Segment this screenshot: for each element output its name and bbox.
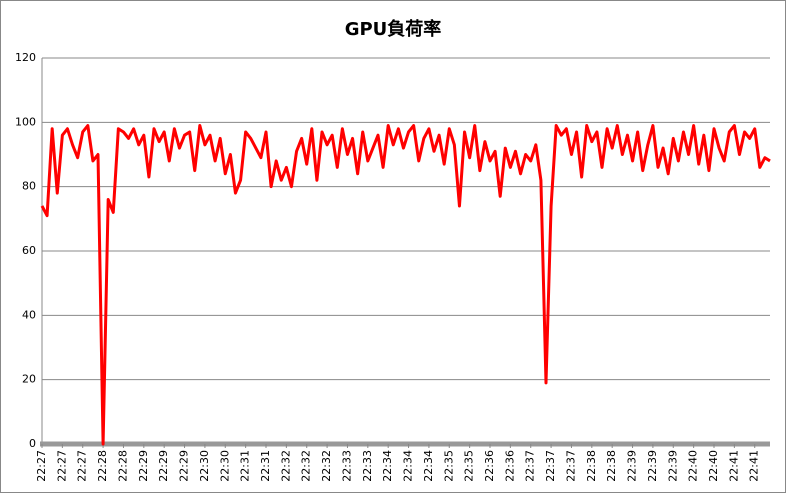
x-tick-label: 22:34: [402, 450, 415, 482]
x-tick-label: 22:32: [320, 450, 333, 482]
y-tick-label: 40: [22, 308, 36, 321]
x-tick-label: 22:30: [218, 450, 231, 482]
x-tick-label: 22:29: [178, 450, 191, 482]
y-tick-label: 60: [22, 244, 36, 257]
x-tick-label: 22:38: [585, 450, 598, 482]
x-tick-label: 22:34: [381, 450, 394, 482]
x-tick-label: 22:39: [646, 450, 659, 482]
x-tick-label: 22:30: [198, 450, 211, 482]
y-tick-label: 120: [15, 51, 36, 64]
x-tick-label: 22:33: [340, 450, 353, 482]
x-tick-label: 22:41: [727, 450, 740, 482]
x-tick-label: 22:37: [524, 450, 537, 482]
y-tick-label: 100: [15, 115, 36, 128]
x-tick-label: 22:33: [361, 450, 374, 482]
x-tick-label: 22:27: [55, 450, 68, 482]
x-tick-label: 22:37: [544, 450, 557, 482]
y-tick-label: 80: [22, 180, 36, 193]
x-tick-label: 22:39: [626, 450, 639, 482]
x-tick-label: 22:41: [748, 450, 761, 482]
x-tick-label: 22:40: [707, 450, 720, 482]
x-tick-label: 22:34: [422, 450, 435, 482]
x-tick-label: 22:35: [463, 450, 476, 482]
x-tick-label: 22:31: [239, 450, 252, 482]
x-tick-label: 22:40: [687, 450, 700, 482]
x-tick-label: 22:36: [503, 450, 516, 482]
x-tick-label: 22:38: [605, 450, 618, 482]
x-tick-label: 22:35: [442, 450, 455, 482]
y-tick-label: 0: [29, 437, 36, 450]
x-tick-label: 22:28: [96, 450, 109, 482]
x-tick-label: 22:37: [564, 450, 577, 482]
x-tick-label: 22:29: [137, 450, 150, 482]
chart-title: GPU負荷率: [345, 18, 442, 40]
x-tick-label: 22:36: [483, 450, 496, 482]
data-line: [40, 124, 771, 446]
y-tick-label: 20: [22, 373, 36, 386]
x-tick-label: 22:29: [157, 450, 170, 482]
x-tick-label: 22:39: [666, 450, 679, 482]
x-tick-label: 22:32: [279, 450, 292, 482]
x-tick-label: 22:28: [116, 450, 129, 482]
x-tick-label: 22:32: [300, 450, 313, 482]
x-tick-label: 22:27: [35, 450, 48, 482]
x-tick-label: 22:31: [259, 450, 272, 482]
x-tick-label: 22:27: [76, 450, 89, 482]
